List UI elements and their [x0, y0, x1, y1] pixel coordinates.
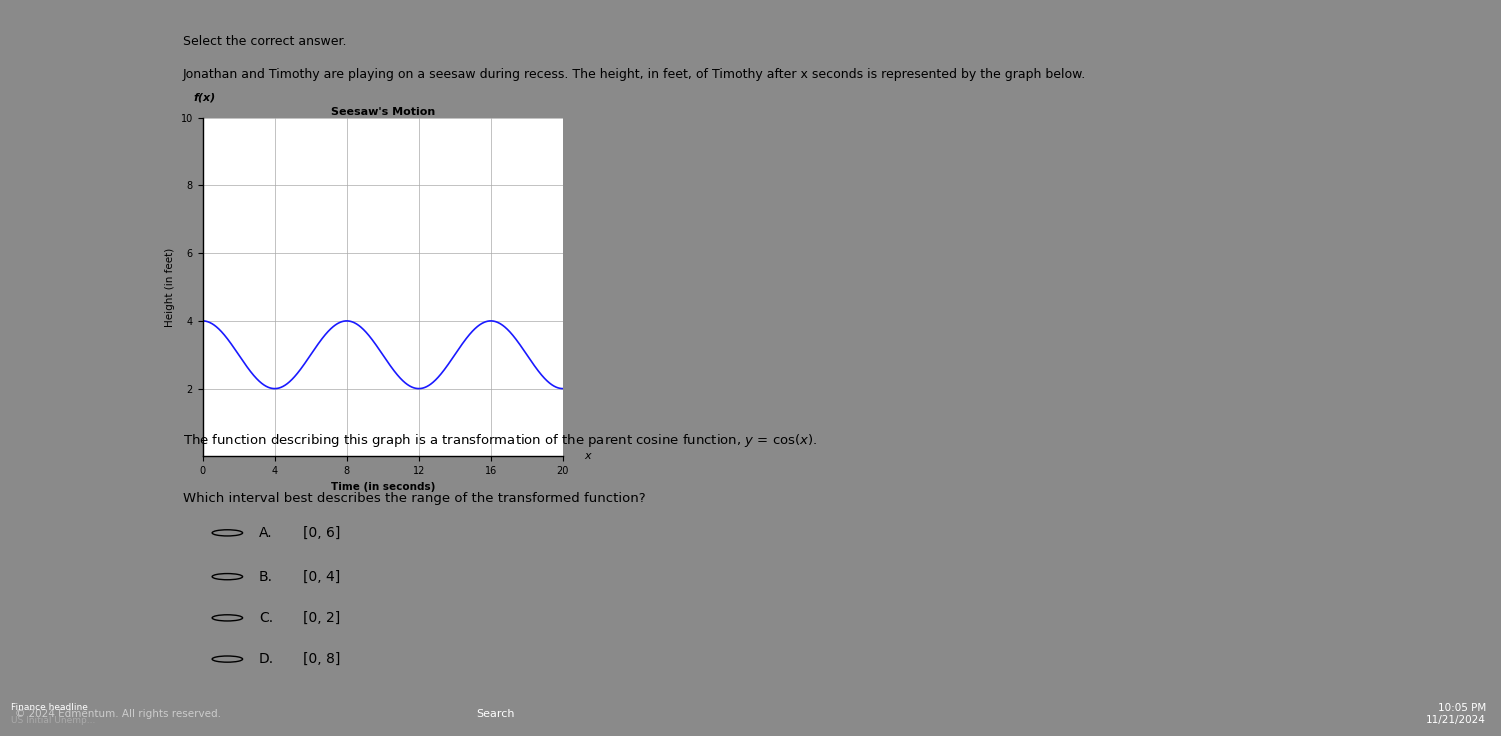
Text: Select the correct answer.: Select the correct answer. — [183, 35, 347, 48]
Text: Which interval best describes the range of the transformed function?: Which interval best describes the range … — [183, 492, 645, 505]
Text: The function describing this graph is a transformation of the parent cosine func: The function describing this graph is a … — [183, 432, 818, 450]
Text: [0, 4]: [0, 4] — [303, 570, 341, 584]
Text: A.: A. — [260, 526, 273, 540]
Text: f(x): f(x) — [194, 93, 216, 103]
Text: [0, 6]: [0, 6] — [303, 526, 341, 540]
Text: © 2024 Edmentum. All rights reserved.: © 2024 Edmentum. All rights reserved. — [15, 709, 221, 719]
Text: Search: Search — [476, 709, 515, 719]
Text: US Initial Unemp...: US Initial Unemp... — [11, 715, 95, 725]
X-axis label: Time (in seconds): Time (in seconds) — [330, 481, 435, 492]
Text: [0, 2]: [0, 2] — [303, 611, 341, 625]
Text: Jonathan and Timothy are playing on a seesaw during recess. The height, in feet,: Jonathan and Timothy are playing on a se… — [183, 68, 1087, 81]
Text: [0, 8]: [0, 8] — [303, 652, 341, 666]
Text: x: x — [584, 451, 591, 461]
Text: C.: C. — [260, 611, 273, 625]
Text: 10:05 PM
11/21/2024: 10:05 PM 11/21/2024 — [1426, 703, 1486, 725]
Text: Finance headline: Finance headline — [11, 703, 87, 712]
Title: Seesaw's Motion: Seesaw's Motion — [330, 107, 435, 117]
Text: B.: B. — [260, 570, 273, 584]
Text: D.: D. — [260, 652, 275, 666]
Y-axis label: Height (in feet): Height (in feet) — [165, 247, 176, 327]
